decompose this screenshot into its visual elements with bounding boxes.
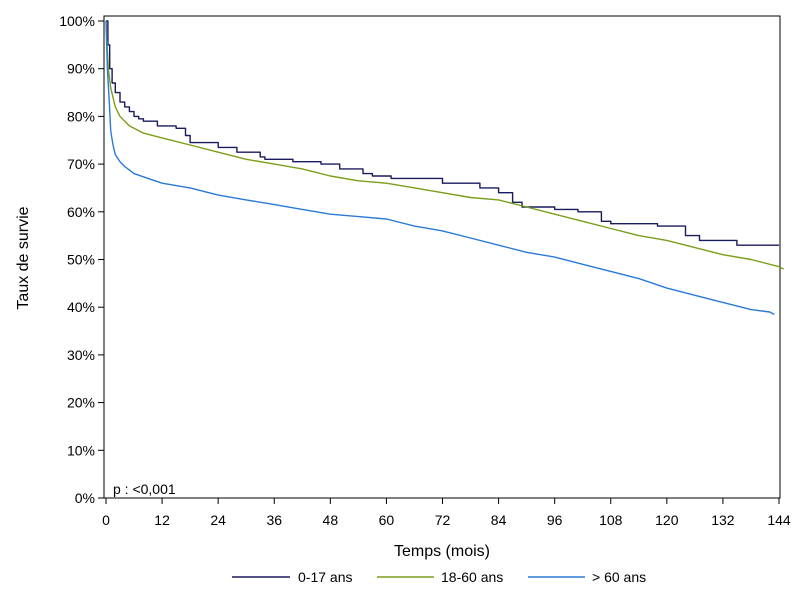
legend-label-3: > 60 ans (592, 569, 646, 585)
plot-frame (103, 15, 781, 499)
y-tick-label: 30% (67, 347, 95, 363)
x-tick-label: 48 (323, 512, 339, 528)
y-tick-label: 0% (75, 490, 95, 506)
y-tick-label: 90% (67, 61, 95, 77)
x-axis: 0 12 24 36 48 60 72 84 96 108 120 132 144 (102, 498, 791, 528)
x-tick-label: 24 (210, 512, 226, 528)
y-axis-title: Taux de survie (15, 206, 32, 309)
y-tick-label: 100% (59, 13, 95, 29)
x-tick-label: 72 (435, 512, 451, 528)
x-tick-label: 60 (379, 512, 395, 528)
y-tick-label: 20% (67, 395, 95, 411)
x-tick-label: 84 (491, 512, 507, 528)
series-line-3 (105, 20, 775, 316)
legend-label-1: 0-17 ans (298, 569, 352, 585)
legend-label-2: 18-60 ans (441, 569, 503, 585)
y-tick-label: 10% (67, 442, 95, 458)
x-tick-label: 12 (154, 512, 170, 528)
x-tick-label: 144 (767, 512, 791, 528)
series-line-2 (105, 20, 785, 270)
p-value-annotation: p : <0,001 (113, 481, 176, 497)
x-tick-label: 0 (102, 512, 110, 528)
x-axis-title: Temps (mois) (394, 543, 490, 560)
series-lines (105, 20, 785, 316)
y-tick-label: 40% (67, 299, 95, 315)
x-tick-label: 132 (711, 512, 735, 528)
y-tick-label: 80% (67, 108, 95, 124)
series-line-1 (106, 20, 779, 246)
x-tick-label: 108 (599, 512, 623, 528)
x-tick-label: 96 (547, 512, 563, 528)
y-tick-label: 50% (67, 252, 95, 268)
y-tick-label: 70% (67, 156, 95, 172)
y-axis: 0% 10% 20% 30% 40% 50% 60% 70% 80% 90% 100% (59, 13, 104, 506)
legend: 0-17 ans 18-60 ans > 60 ans (232, 569, 646, 585)
x-tick-label: 36 (266, 512, 282, 528)
y-tick-label: 60% (67, 204, 95, 220)
x-tick-label: 120 (655, 512, 679, 528)
